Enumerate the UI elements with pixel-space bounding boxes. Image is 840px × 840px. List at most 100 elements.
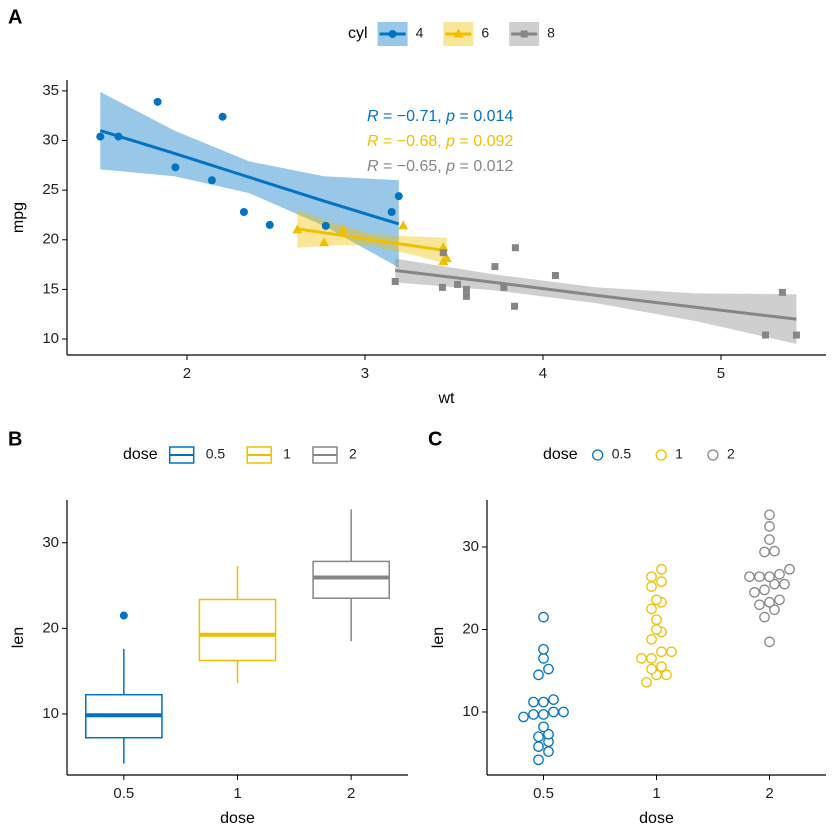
point <box>398 220 409 230</box>
point <box>153 97 162 106</box>
dot <box>774 568 785 580</box>
dot <box>744 571 755 583</box>
point <box>337 224 348 234</box>
legend-key <box>592 449 604 461</box>
y-tick-label: 20 <box>42 231 59 248</box>
dot <box>548 706 559 718</box>
dot <box>759 611 770 623</box>
correlation-text: R <box>367 158 379 175</box>
legend-key-marker <box>520 30 528 38</box>
dot <box>764 521 775 532</box>
x-axis-title: dose <box>220 810 255 827</box>
dot <box>538 653 549 664</box>
correlation-text: = −0.68, <box>379 133 447 150</box>
legend-label: 1 <box>675 446 683 462</box>
legend-label: 8 <box>547 25 555 41</box>
dot <box>528 696 539 708</box>
y-tick-label: 10 <box>42 330 59 347</box>
fit-line <box>99 129 400 226</box>
point <box>394 192 403 201</box>
dot <box>636 653 647 664</box>
box <box>312 560 390 599</box>
correlation-label: R = −0.71, p = 0.014 <box>367 108 513 125</box>
confidence-band <box>395 258 797 344</box>
dot <box>543 663 554 675</box>
x-tick-label: 1 <box>652 785 660 802</box>
point <box>511 244 519 252</box>
dot <box>784 563 795 575</box>
dot <box>764 534 775 545</box>
legend-label: 0.5 <box>206 446 226 462</box>
dot <box>646 653 657 664</box>
y-tick-label: 20 <box>462 620 479 637</box>
dot <box>646 581 657 592</box>
dot <box>656 646 667 658</box>
point <box>321 221 330 230</box>
y-tick-label: 30 <box>42 132 59 149</box>
dot <box>528 709 539 720</box>
correlation-text: R <box>367 108 379 125</box>
x-tick-label: 2 <box>347 785 355 802</box>
legend-title: dose <box>123 446 158 463</box>
point <box>292 224 303 234</box>
dot <box>754 571 765 583</box>
point <box>438 242 449 252</box>
y-axis-title: len <box>10 627 27 648</box>
y-axis-title: len <box>430 627 447 648</box>
x-tick-label: 0.5 <box>533 785 554 802</box>
dot <box>656 563 667 575</box>
correlation-text: R <box>367 133 379 150</box>
point <box>218 112 227 121</box>
correlation-text: p <box>445 158 455 175</box>
legend-title: cyl <box>348 25 368 42</box>
correlation-text: = 0.014 <box>455 108 513 125</box>
dot <box>774 594 785 606</box>
point <box>462 292 470 300</box>
point <box>438 283 446 291</box>
legend-title: dose <box>543 446 578 463</box>
y-tick-label: 35 <box>42 82 59 99</box>
dot <box>538 696 549 708</box>
dot <box>543 746 554 757</box>
dot <box>651 614 662 625</box>
x-tick-label: 0.5 <box>113 785 134 802</box>
correlation-label: R = −0.65, p = 0.012 <box>367 158 513 175</box>
dot <box>656 576 667 588</box>
point <box>551 272 559 280</box>
dot <box>646 571 657 583</box>
y-axis-title: mpg <box>10 202 27 233</box>
y-tick-label: 30 <box>42 534 59 551</box>
point <box>500 283 508 291</box>
correlation-text: p <box>445 133 455 150</box>
dot <box>518 711 529 723</box>
x-tick-label: 2 <box>765 785 773 802</box>
dot <box>651 594 662 606</box>
legend-key <box>655 449 667 461</box>
dot <box>646 603 657 615</box>
point <box>207 176 216 185</box>
y-tick-label: 15 <box>42 280 59 297</box>
dot <box>538 709 549 720</box>
point <box>462 285 470 293</box>
point <box>510 302 518 310</box>
dot <box>779 578 790 590</box>
dot <box>764 509 775 521</box>
dot <box>651 624 662 635</box>
point <box>239 207 248 216</box>
legend-key-marker <box>388 30 397 38</box>
x-tick-label: 2 <box>183 365 191 382</box>
dot <box>759 584 770 596</box>
dot <box>533 731 544 743</box>
point <box>265 220 274 229</box>
dot <box>641 676 652 688</box>
legend-label: 4 <box>416 25 424 41</box>
dot <box>769 604 780 616</box>
point <box>761 331 769 339</box>
correlation-text: = −0.65, <box>379 158 447 175</box>
x-axis-title: wt <box>438 390 456 407</box>
x-tick-label: 1 <box>233 785 241 802</box>
legend-label: 0.5 <box>612 446 632 462</box>
correlation-text: = 0.012 <box>455 158 513 175</box>
dot <box>769 545 780 557</box>
dot <box>548 694 559 705</box>
